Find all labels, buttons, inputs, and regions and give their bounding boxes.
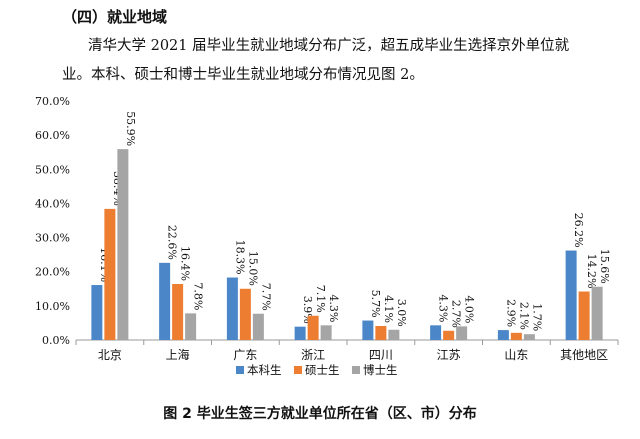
bar: [430, 325, 442, 340]
data-label: 2.7%: [450, 300, 463, 328]
data-label: 5.7%: [369, 290, 382, 318]
data-label: 4.0%: [463, 295, 476, 323]
legend-label: 本科生: [247, 363, 282, 377]
bar: [185, 313, 197, 340]
y-tick-label: 60.0%: [35, 129, 70, 142]
bar: [443, 330, 455, 340]
bar: [294, 326, 306, 340]
data-label: 7.8%: [192, 282, 205, 310]
bar: [523, 334, 535, 340]
bar: [226, 277, 238, 340]
y-tick-label: 20.0%: [35, 266, 70, 279]
paragraph-line-2: 业。本科、硕士和博士毕业生就业地域分布情况见图 2。: [62, 67, 424, 83]
x-tick-label: 浙江: [301, 348, 325, 362]
data-label: 4.1%: [382, 295, 395, 323]
bar-chart: 0.0% 10.0% 20.0% 30.0% 40.0% 50.0% 60.0% 70.0% 北…: [35, 95, 619, 377]
bar: [510, 332, 522, 340]
legend-label: 博士生: [363, 363, 398, 377]
data-label: 2.1%: [517, 302, 530, 330]
x-tick-label: 北京: [98, 348, 122, 362]
data-label: 2.9%: [504, 299, 517, 327]
data-label: 55.9%: [124, 111, 137, 146]
data-label: 1.7%: [530, 303, 543, 331]
bar: [252, 313, 264, 340]
legend-swatch: [352, 366, 360, 374]
bar: [388, 329, 400, 340]
bar: [104, 208, 116, 340]
x-tick-label: 其他地区: [560, 348, 608, 362]
y-tick-label: 10.0%: [35, 300, 70, 313]
y-tick-label: 40.0%: [35, 197, 70, 210]
bar: [565, 250, 577, 340]
y-tick-label: 50.0%: [35, 163, 70, 176]
bar: [456, 326, 468, 340]
data-label: 26.2%: [572, 213, 585, 248]
paragraph-line-1: 清华大学 2021 届毕业生就业地域分布广泛，超五成毕业生选择京外单位就: [88, 38, 570, 54]
legend-swatch: [236, 366, 244, 374]
bar: [320, 325, 332, 340]
x-tick-label: 上海: [166, 347, 190, 362]
bar: [362, 320, 374, 340]
data-label: 7.7%: [259, 283, 272, 311]
x-tick-label: 山东: [504, 348, 528, 362]
bar: [497, 330, 509, 340]
data-label: 16.4%: [179, 246, 192, 281]
bar: [239, 288, 251, 340]
x-tick-label: 四川: [369, 348, 393, 362]
section-heading: （四）就业地域: [62, 8, 168, 26]
bar: [578, 291, 590, 340]
bar: [159, 262, 171, 340]
data-label: 14.2%: [585, 254, 598, 289]
bar: [172, 284, 184, 340]
x-tick-label: 广东: [233, 348, 257, 362]
x-tick-label: 江苏: [437, 348, 461, 362]
bar: [591, 286, 603, 340]
y-tick-label: 30.0%: [35, 232, 70, 245]
figure-caption: 图 2 毕业生签三方就业单位所在省（区、市）分布: [163, 406, 477, 422]
y-tick-label: 70.0%: [35, 95, 70, 108]
data-label: 15.0%: [246, 251, 259, 286]
data-label: 4.3%: [437, 294, 450, 322]
data-label: 22.6%: [166, 225, 179, 260]
data-label: 18.3%: [233, 240, 246, 275]
data-label: 15.6%: [598, 249, 611, 284]
data-label: 3.0%: [395, 299, 408, 327]
data-label: 4.3%: [327, 294, 340, 322]
bar: [375, 326, 387, 340]
data-label: 7.1%: [314, 285, 327, 313]
legend-label: 硕士生: [305, 363, 340, 377]
legend-swatch: [294, 366, 302, 374]
bar: [91, 285, 103, 340]
bar: [117, 149, 129, 340]
y-tick-label: 0.0%: [42, 334, 70, 347]
bar: [307, 315, 319, 340]
